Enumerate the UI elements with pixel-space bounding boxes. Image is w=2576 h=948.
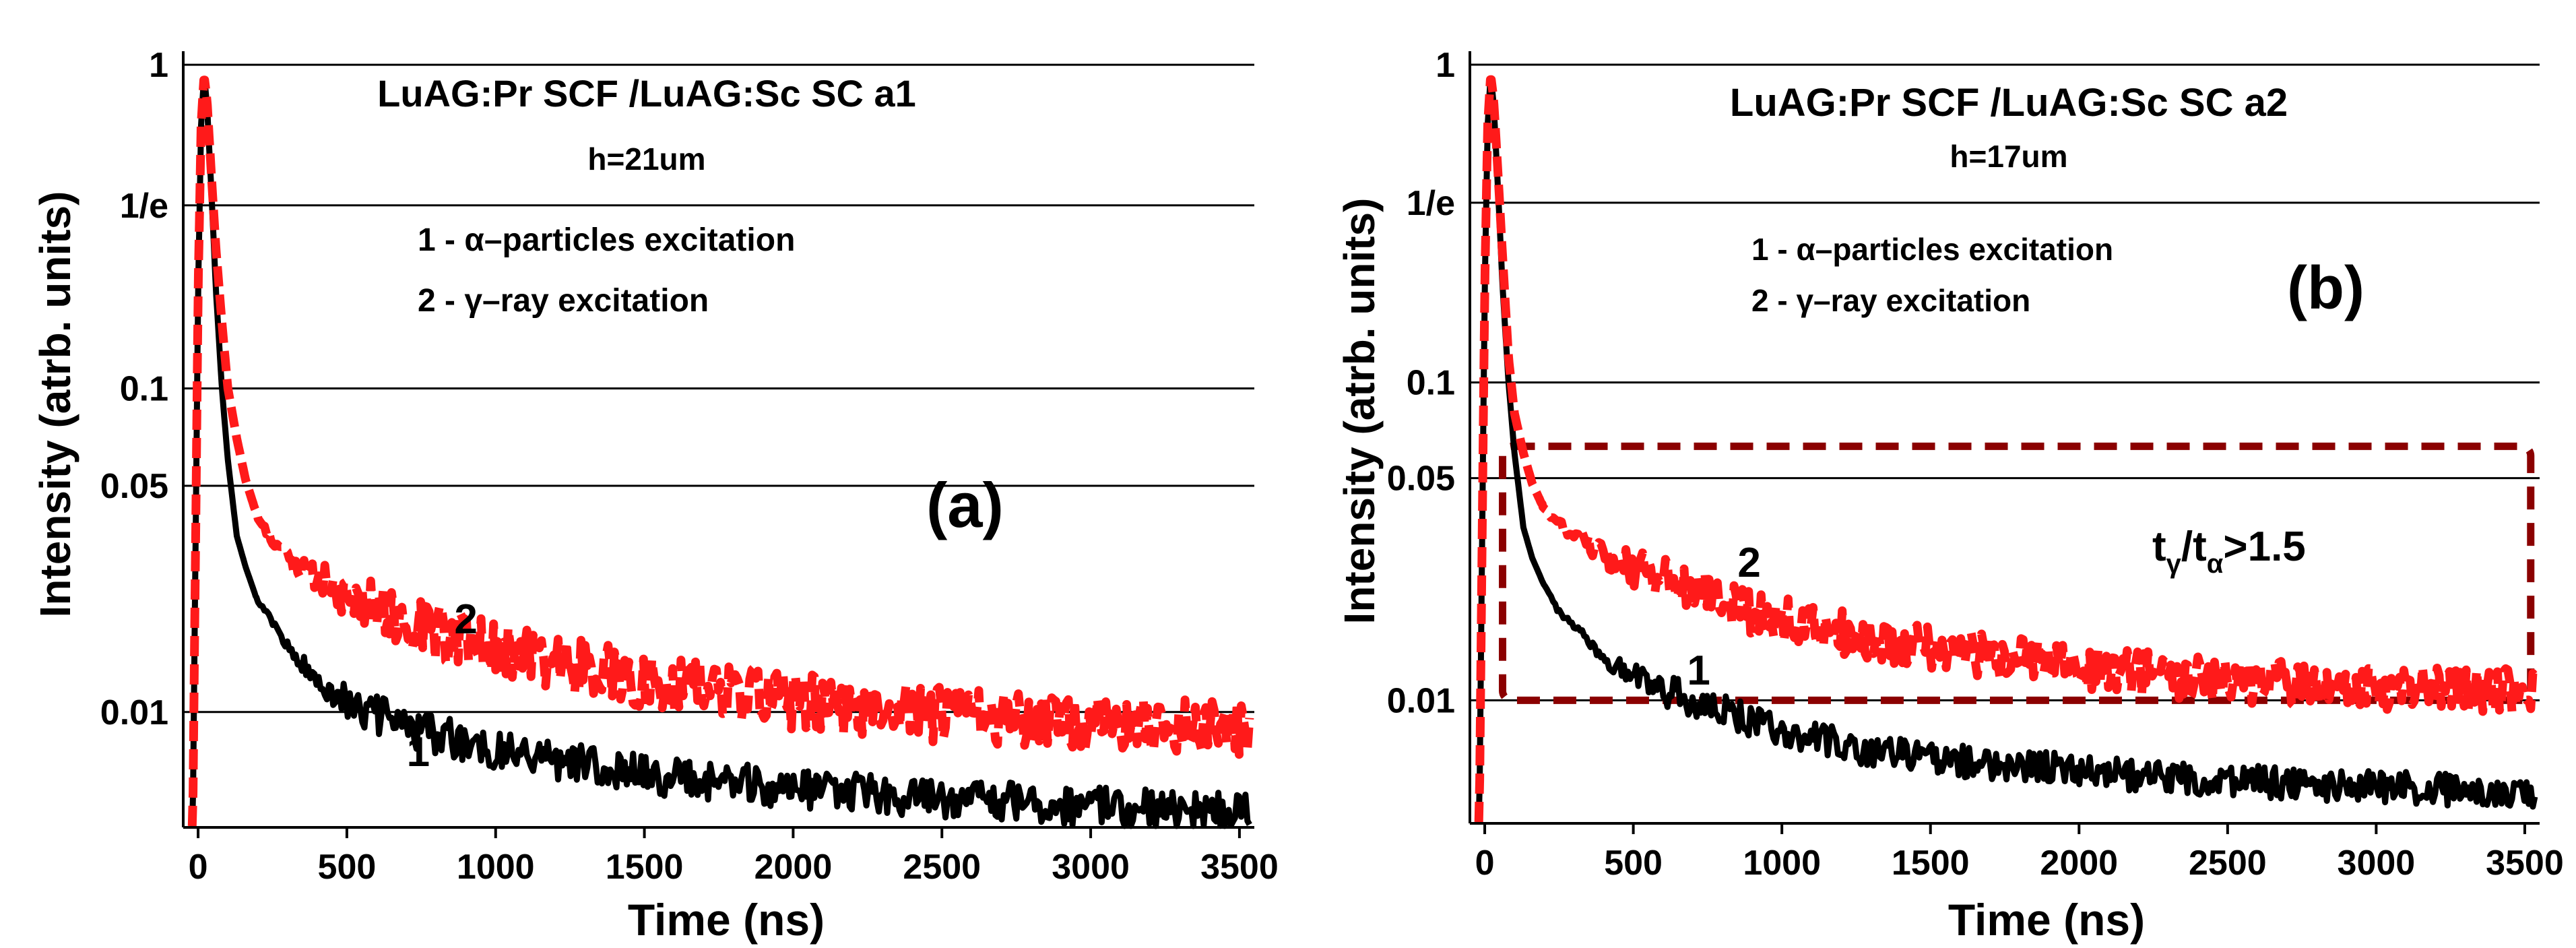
x-tick-label: 3000: [2338, 844, 2416, 883]
series-group-a: [187, 75, 1254, 829]
ratio-t1: t: [2152, 524, 2166, 570]
chart-title: LuAG:Pr SCF /LuAG:Sc SC a1: [377, 72, 916, 115]
ratio-gamma: γ: [2166, 549, 2182, 579]
legend-entry-1: 1 - α–particles excitation: [418, 222, 795, 258]
series-line-1: [189, 77, 1252, 829]
y-axis-label: Intensity (atrb. units): [1335, 198, 1384, 625]
y-tick-label: 1: [149, 46, 168, 85]
y-tick-label: 0.05: [100, 467, 168, 506]
y-tick-label: 0.1: [120, 369, 168, 408]
y-tick-labels-b: 1 1/e 0.1 0.05 0.01: [1387, 46, 1455, 720]
x-tick-label: 0: [1475, 844, 1495, 883]
x-tick-label: 3500: [2486, 844, 2564, 883]
x-tick-label: 1000: [1743, 844, 1821, 883]
y-tick-labels-a: 1 1/e 0.1 0.05 0.01: [100, 46, 168, 732]
panel-b: 0 500 1000 1500 2000 2500 3000 3500 1 1/e 0.1 0.05…: [1335, 46, 2564, 945]
panel-label: (b): [2287, 255, 2364, 322]
curve-label: 2: [454, 596, 477, 643]
curve-labels-a: 12: [407, 596, 478, 776]
x-tick-label: 1500: [1892, 844, 1970, 883]
x-tick-label: 500: [318, 848, 377, 887]
y-axis-label: Intensity (atrb. units): [31, 191, 79, 618]
series-line-2: [1474, 75, 2539, 823]
highlight-box-b: [1499, 442, 2535, 704]
curve-label: 1: [1687, 647, 1710, 694]
x-tick-label: 3000: [1052, 848, 1130, 887]
ratio-annotation: tγ/tα>1.5: [2152, 524, 2306, 579]
x-tick-label: 2500: [903, 848, 981, 887]
y-tick-label: 0.01: [100, 693, 168, 732]
chart-subtitle: h=21um: [587, 141, 705, 177]
y-tick-label: 1/e: [1407, 184, 1455, 223]
ratio-slash: /t: [2181, 524, 2207, 570]
curve-label: 1: [407, 729, 430, 776]
ratio-value: >1.5: [2223, 524, 2305, 570]
series-group-b: [1474, 75, 2539, 823]
highlight-box: [1499, 442, 2535, 704]
x-tick-label: 1000: [457, 848, 535, 887]
panel-a: 0 500 1000 1500 2000 2500 3000 3500 1 1/e 0.1 0.05…: [31, 46, 1279, 945]
y-tick-label: 0.1: [1407, 364, 1455, 403]
legend-entry-1: 1 - α–particles excitation: [1751, 232, 2113, 267]
ratio-alpha: α: [2207, 549, 2224, 579]
panel-label: (a): [926, 470, 1004, 540]
x-tick-label: 2000: [2040, 844, 2118, 883]
chart-title: LuAG:Pr SCF /LuAG:Sc SC a2: [1730, 81, 2288, 125]
chart-subtitle: h=17um: [1950, 139, 2067, 174]
y-tick-label: 1/e: [120, 187, 168, 226]
curve-labels-b: 12: [1687, 540, 1760, 694]
x-tick-labels-a: 0 500 1000 1500 2000 2500 3000 3500: [189, 827, 1279, 887]
series-line-1: [1475, 76, 2538, 823]
y-tick-label: 1: [1436, 46, 1455, 85]
x-tick-label: 3500: [1200, 848, 1279, 887]
curve-label: 2: [1737, 540, 1760, 586]
x-axis-label: Time (ns): [1948, 895, 2145, 945]
legend-entry-2: 2 - γ–ray excitation: [418, 283, 709, 319]
x-tick-label: 0: [189, 848, 208, 887]
x-tick-labels-b: 0 500 1000 1500 2000 2500 3000 3500: [1475, 823, 2564, 883]
axes-a: [182, 51, 1254, 829]
y-tick-label: 0.05: [1387, 460, 1455, 499]
series-line-2: [187, 75, 1254, 827]
x-tick-label: 2500: [2189, 844, 2267, 883]
legend-entry-2: 2 - γ–ray excitation: [1751, 283, 2030, 318]
x-axis-label: Time (ns): [628, 895, 825, 945]
x-tick-label: 500: [1604, 844, 1663, 883]
axes-b: [1469, 51, 2540, 825]
y-tick-label: 0.01: [1387, 681, 1455, 720]
x-tick-label: 1500: [606, 848, 684, 887]
x-tick-label: 2000: [754, 848, 833, 887]
